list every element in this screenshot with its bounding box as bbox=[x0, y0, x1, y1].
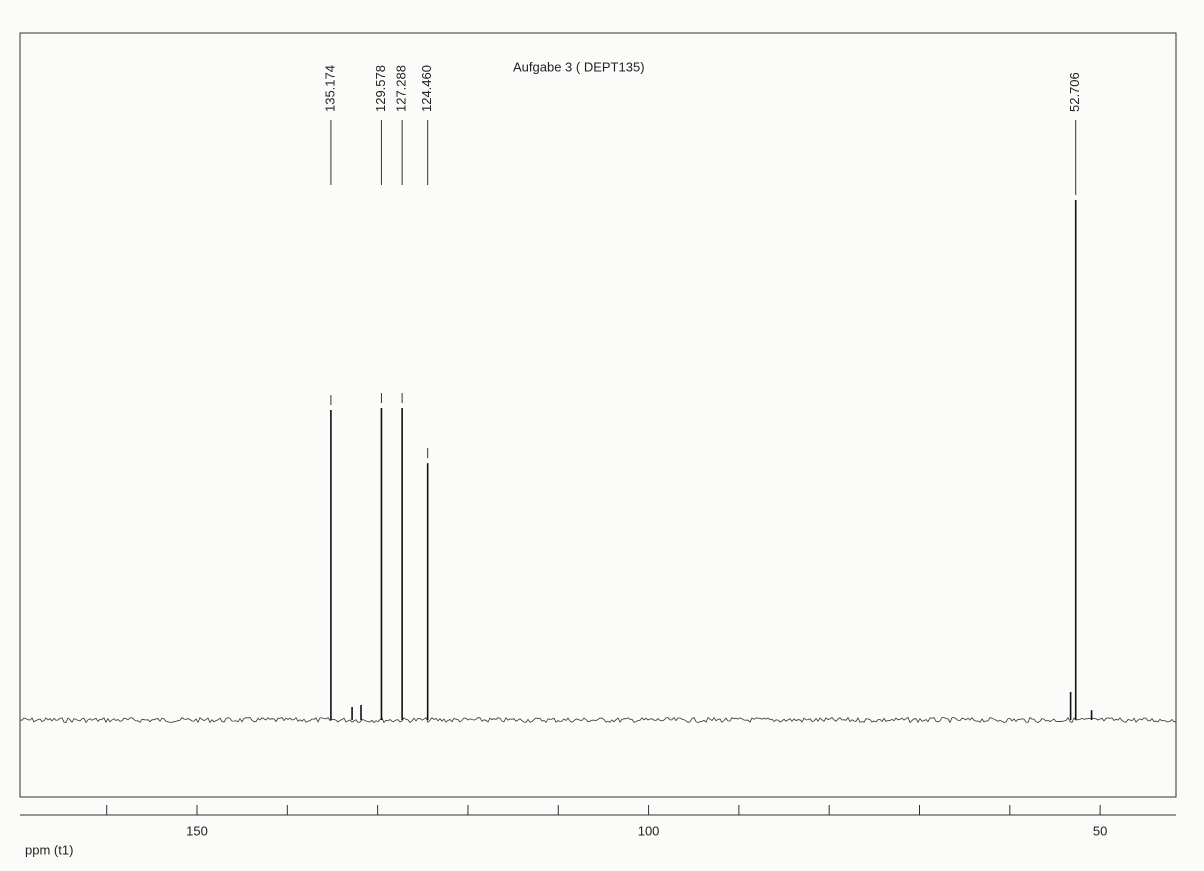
x-tick-label: 100 bbox=[638, 823, 660, 838]
peak-label: 127.288 bbox=[394, 65, 409, 112]
peak-label: 129.578 bbox=[373, 65, 388, 112]
x-axis-label: ppm (t1) bbox=[25, 842, 73, 857]
peak-label: 124.460 bbox=[419, 65, 434, 112]
x-tick-label: 50 bbox=[1093, 823, 1107, 838]
x-tick-label: 150 bbox=[186, 823, 208, 838]
plot-frame bbox=[19, 32, 1177, 798]
baseline-noise bbox=[19, 716, 1177, 724]
peak-label: 135.174 bbox=[322, 65, 337, 112]
chart-title: Aufgabe 3 ( DEPT135) bbox=[513, 59, 645, 74]
peak-label: 52.706 bbox=[1067, 72, 1082, 112]
